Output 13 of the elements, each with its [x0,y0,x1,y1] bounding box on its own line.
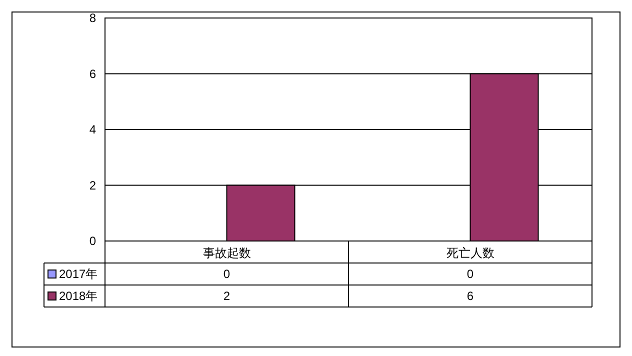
y-tick-label: 8 [89,11,96,25]
data-label: 6 [466,289,474,303]
y-tick-label: 6 [89,66,96,81]
y-tick-label: 4 [89,122,96,136]
data-label: 2 [223,289,230,303]
y-tick-label: 0 [89,234,96,248]
y-tick-label: 2 [89,178,96,192]
data-label: 0 [223,267,230,281]
x-tick-label: 死亡人数 [446,246,494,260]
legend-label: 2018年 [59,289,98,303]
data-label: 0 [466,267,474,281]
x-tick-label: 事故起数 [202,246,251,260]
legend-label: 2017年 [59,267,98,281]
